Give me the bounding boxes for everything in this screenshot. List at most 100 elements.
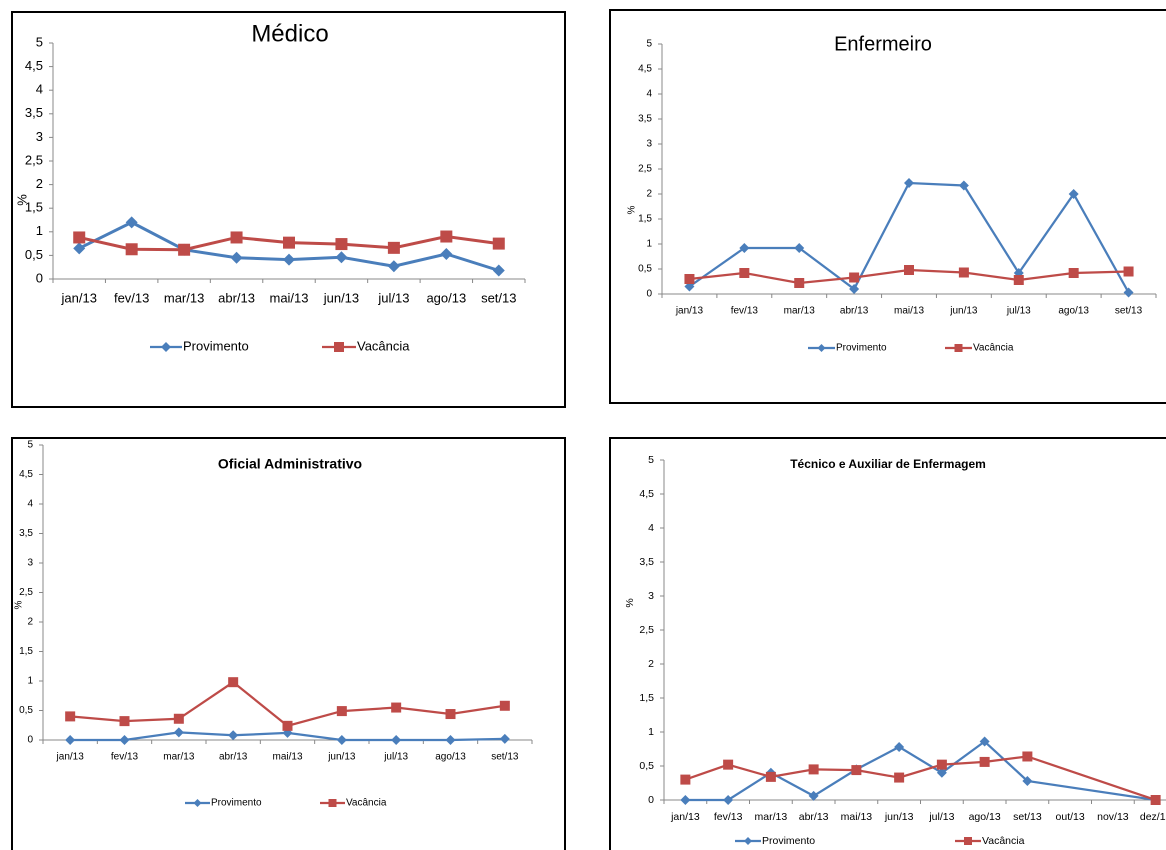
y-tick-label: 4 — [646, 89, 652, 100]
marker — [492, 264, 505, 277]
marker — [125, 216, 138, 229]
y-tick-label: 1,5 — [639, 692, 654, 704]
marker — [499, 733, 510, 744]
x-tick-label: fev/13 — [111, 752, 139, 763]
chart-title: Enfermeiro — [834, 33, 932, 55]
marker — [391, 702, 402, 713]
marker — [119, 735, 130, 745]
y-tick-label: 4,5 — [25, 58, 43, 73]
legend-marker — [744, 837, 752, 845]
y-tick-label: 0,5 — [19, 705, 33, 716]
x-tick-label: jan/13 — [56, 752, 85, 763]
y-tick-label: 2 — [27, 617, 33, 628]
marker — [335, 251, 348, 264]
marker — [808, 790, 819, 801]
x-tick-label: abr/13 — [799, 811, 829, 823]
marker — [283, 253, 295, 266]
marker — [680, 774, 691, 785]
x-tick-label: ago/13 — [426, 290, 466, 305]
y-tick-label: 1 — [27, 676, 33, 687]
y-tick-label: 2,5 — [638, 164, 652, 175]
marker — [851, 765, 862, 776]
chart-title: Médico — [251, 20, 328, 47]
legend-label: Vacância — [982, 835, 1025, 847]
y-tick-label: 5 — [646, 39, 652, 50]
x-tick-label: fev/13 — [731, 306, 759, 317]
marker — [228, 677, 239, 688]
marker — [958, 267, 969, 278]
marker — [1068, 189, 1079, 199]
x-tick-label: jul/13 — [383, 752, 408, 763]
x-tick-label: abr/13 — [218, 290, 255, 305]
marker — [1123, 287, 1134, 298]
y-tick-label: 5 — [648, 454, 654, 466]
y-axis-label: % — [14, 194, 29, 206]
y-tick-label: 3,5 — [639, 556, 654, 568]
x-tick-label: mai/13 — [269, 290, 308, 305]
legend-label: Provimento — [836, 343, 887, 354]
legend-marker — [964, 837, 972, 845]
marker — [73, 242, 86, 255]
x-tick-label: mai/13 — [272, 752, 302, 763]
marker — [849, 272, 860, 283]
x-tick-label: fev/13 — [114, 290, 149, 305]
chart: Oficial Administrativo 0 0,5 1 1,5 2 2,5 3 3,5 4 4… — [11, 437, 566, 850]
y-tick-label: 2 — [646, 189, 652, 200]
marker — [1068, 268, 1079, 278]
marker — [1150, 795, 1161, 805]
x-tick-label: mar/13 — [755, 811, 788, 823]
marker — [282, 720, 293, 731]
y-tick-label: 1 — [648, 726, 654, 738]
x-tick-label: mai/13 — [894, 306, 924, 317]
marker — [958, 180, 969, 191]
chart-border — [11, 11, 566, 408]
marker — [680, 795, 691, 805]
legend-marker — [954, 344, 963, 352]
marker — [336, 706, 347, 717]
x-tick-label: jan/13 — [675, 306, 704, 317]
y-tick-label: 0 — [648, 794, 654, 806]
marker — [445, 735, 456, 745]
x-tick-label: mai/13 — [841, 811, 873, 823]
legend-marker — [161, 342, 171, 352]
marker — [894, 741, 905, 752]
y-tick-label: 1,5 — [638, 214, 652, 225]
legend-label: Provimento — [211, 798, 262, 809]
marker — [65, 711, 76, 722]
y-tick-label: 0,5 — [25, 247, 43, 262]
y-axis-label: % — [624, 598, 636, 607]
y-tick-label: 5 — [36, 34, 43, 49]
marker — [65, 735, 76, 745]
x-tick-label: jul/13 — [377, 290, 409, 305]
x-tick-label: fev/13 — [714, 811, 743, 823]
marker — [440, 230, 453, 243]
y-axis-label: % — [14, 600, 25, 609]
legend-marker — [334, 342, 344, 352]
marker — [440, 247, 453, 260]
y-tick-label: 3 — [27, 558, 33, 569]
marker — [125, 243, 138, 256]
marker — [979, 736, 990, 747]
marker — [387, 241, 400, 254]
chart: Técnico e Auxiliar de Enfermagem 0 0,5 1 1,5… — [609, 437, 1166, 850]
y-tick-label: 2,5 — [19, 587, 33, 598]
marker — [230, 251, 243, 264]
chart-title: Técnico e Auxiliar de Enfermagem — [790, 457, 986, 471]
marker — [499, 700, 510, 711]
y-tick-label: 2,5 — [639, 624, 654, 636]
marker — [723, 759, 734, 770]
marker — [335, 238, 348, 251]
y-tick-label: 3,5 — [19, 528, 33, 539]
marker — [336, 735, 347, 745]
x-tick-label: nov/13 — [1097, 811, 1129, 823]
y-tick-label: 1 — [646, 239, 652, 250]
y-tick-label: 4 — [648, 522, 654, 534]
legend-marker — [193, 799, 202, 807]
y-tick-label: 2 — [648, 658, 654, 670]
y-tick-label: 3 — [36, 129, 43, 144]
series-line — [685, 740, 1156, 802]
x-tick-label: ago/13 — [1058, 306, 1089, 317]
marker — [904, 178, 914, 188]
y-tick-label: 3 — [648, 590, 654, 602]
